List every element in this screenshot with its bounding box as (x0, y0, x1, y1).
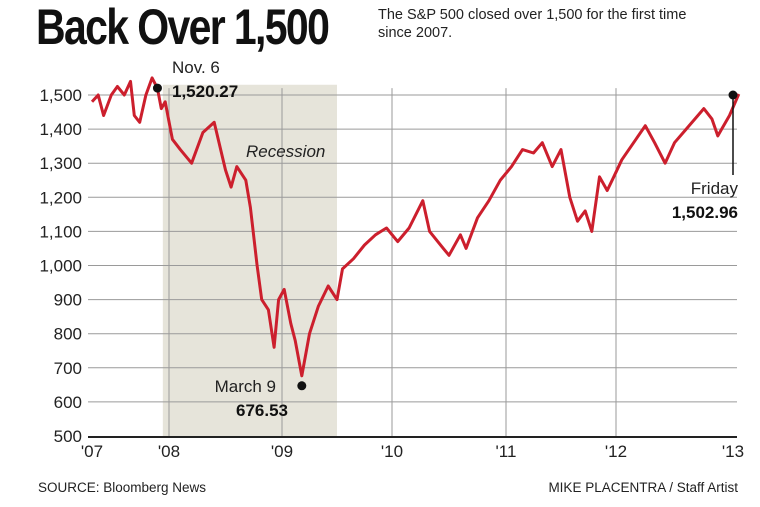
chart-title: Back Over 1,500 (36, 0, 330, 55)
chart-subtitle: The S&P 500 closed over 1,500 for the fi… (378, 7, 687, 41)
y-tick-label: 500 (54, 427, 82, 446)
annotation-dot (152, 83, 162, 93)
annotation-label: Nov. 6 (172, 58, 220, 77)
annotation-dot (297, 381, 307, 391)
y-tick-label: 1,400 (39, 120, 82, 139)
y-tick-label: 1,100 (39, 222, 82, 241)
source-note: SOURCE: Bloomberg News (38, 480, 207, 495)
x-tick-label: '11 (496, 442, 517, 461)
x-tick-label: '08 (158, 442, 180, 461)
y-tick-label: 1,300 (39, 154, 82, 173)
recession-shade (162, 84, 337, 437)
y-tick-label: 1,200 (39, 188, 82, 207)
annotation-value: 1,502.96 (672, 203, 738, 222)
annotation-value: 1,520.27 (172, 82, 238, 101)
annotation-label: Friday (691, 179, 739, 198)
y-tick-label: 600 (54, 393, 82, 412)
recession-label: Recession (246, 142, 325, 161)
x-tick-label: '13 (722, 442, 744, 461)
x-tick-label: '09 (271, 442, 293, 461)
y-tick-label: 700 (54, 359, 82, 378)
artist-credit: MIKE PLACENTRA / Staff Artist (548, 480, 738, 495)
y-tick-label: 1,500 (39, 86, 82, 105)
sp500-line (90, 76, 741, 378)
x-tick-label: '12 (605, 442, 627, 461)
y-tick-label: 800 (54, 325, 82, 344)
annotation-value: 676.53 (236, 401, 288, 420)
y-tick-label: 1,000 (39, 257, 82, 276)
annotation-label: March 9 (215, 377, 276, 396)
x-tick-label: '07 (81, 442, 103, 461)
y-tick-label: 900 (54, 291, 82, 310)
x-tick-label: '10 (381, 442, 403, 461)
